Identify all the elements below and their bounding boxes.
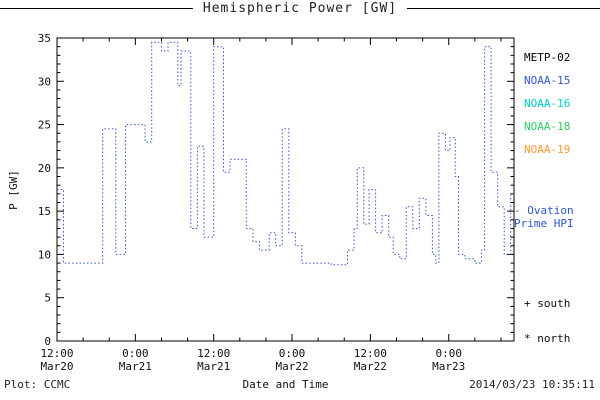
y-axis-label: P [GW] xyxy=(7,170,20,210)
hpi-step-line xyxy=(57,41,514,266)
x-axis-label: Date and Time xyxy=(242,378,329,391)
svg-text:5: 5 xyxy=(44,292,51,305)
svg-text:Mar21: Mar21 xyxy=(197,360,230,373)
legend-item-1: NOAA-15 xyxy=(524,74,571,87)
ovation-prime-hpi-label: - Ovation Prime HPI xyxy=(514,204,596,230)
svg-text:30: 30 xyxy=(38,75,51,88)
svg-text:25: 25 xyxy=(38,119,51,132)
north-marker-note: * north xyxy=(524,332,571,345)
plot-credit: Plot: CCMC xyxy=(4,378,71,391)
svg-text:Mar22: Mar22 xyxy=(354,360,387,373)
svg-text:Mar22: Mar22 xyxy=(275,360,308,373)
svg-text:12:00: 12:00 xyxy=(197,347,230,360)
svg-text:12:00: 12:00 xyxy=(354,347,387,360)
svg-text:0:00: 0:00 xyxy=(122,347,149,360)
y-axis-ticks xyxy=(57,37,514,342)
x-tick-labels: 12:00Mar200:00Mar2112:00Mar210:00Mar2212… xyxy=(40,347,465,373)
legend-item-3: NOAA-18 xyxy=(524,120,571,133)
svg-text:0:00: 0:00 xyxy=(435,347,462,360)
svg-text:Mar21: Mar21 xyxy=(119,360,152,373)
line-sample-marker: - xyxy=(514,204,521,217)
svg-text:Mar20: Mar20 xyxy=(40,360,73,373)
generation-timestamp: 2014/03/23 10:35:11 xyxy=(469,378,595,391)
svg-text:35: 35 xyxy=(38,32,51,45)
legend-item-2: NOAA-16 xyxy=(524,97,571,110)
svg-text:10: 10 xyxy=(38,248,51,261)
svg-text:12:00: 12:00 xyxy=(40,347,73,360)
legend-item-4: NOAA-19 xyxy=(524,143,571,156)
satellite-legend: METP-02 NOAA-15 NOAA-16 NOAA-18 NOAA-19 xyxy=(524,46,570,161)
svg-text:Mar23: Mar23 xyxy=(432,360,465,373)
svg-text:0: 0 xyxy=(44,335,51,348)
chart-title: Hemispheric Power [GW] xyxy=(192,1,408,16)
x-axis-ticks xyxy=(56,38,502,341)
y-tick-labels: 0 5 10 15 20 25 30 35 xyxy=(38,32,51,348)
svg-text:15: 15 xyxy=(38,205,51,218)
svg-text:20: 20 xyxy=(38,162,51,175)
svg-text:0:00: 0:00 xyxy=(279,347,306,360)
ovation-text: Ovation Prime HPI xyxy=(514,204,574,230)
south-marker-note: + south xyxy=(524,297,571,310)
legend-item-0: METP-02 xyxy=(524,51,571,64)
